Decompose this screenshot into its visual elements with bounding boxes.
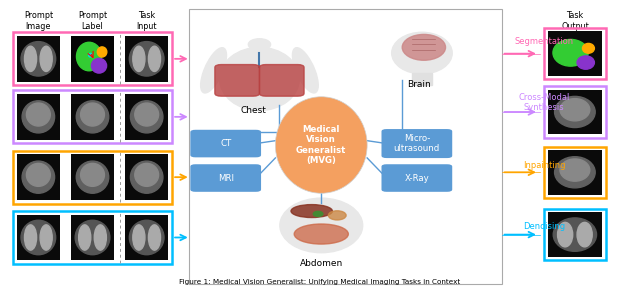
Ellipse shape <box>577 56 595 69</box>
Ellipse shape <box>24 46 36 71</box>
FancyBboxPatch shape <box>125 36 168 82</box>
Ellipse shape <box>553 39 588 66</box>
Ellipse shape <box>22 101 54 133</box>
FancyBboxPatch shape <box>17 36 60 82</box>
Text: Prompt
Label: Prompt Label <box>78 11 107 31</box>
FancyBboxPatch shape <box>71 36 114 82</box>
Ellipse shape <box>292 48 318 93</box>
Ellipse shape <box>291 205 332 218</box>
Ellipse shape <box>135 103 159 126</box>
Ellipse shape <box>88 53 92 57</box>
FancyBboxPatch shape <box>381 129 452 158</box>
Ellipse shape <box>26 163 51 186</box>
Ellipse shape <box>328 211 346 220</box>
Ellipse shape <box>314 211 323 217</box>
Ellipse shape <box>40 225 52 250</box>
Ellipse shape <box>40 46 52 71</box>
Ellipse shape <box>26 103 51 126</box>
Ellipse shape <box>94 225 106 250</box>
FancyBboxPatch shape <box>17 215 60 260</box>
Ellipse shape <box>76 161 109 193</box>
Ellipse shape <box>129 220 164 255</box>
FancyBboxPatch shape <box>71 36 114 82</box>
Ellipse shape <box>560 159 590 181</box>
FancyBboxPatch shape <box>215 65 259 96</box>
FancyBboxPatch shape <box>71 94 114 140</box>
Ellipse shape <box>402 35 445 60</box>
Text: Medical
Vision
Generalist
(MVG): Medical Vision Generalist (MVG) <box>296 125 346 165</box>
Text: Chest: Chest <box>240 106 266 115</box>
Ellipse shape <box>92 58 107 73</box>
Ellipse shape <box>133 46 145 71</box>
FancyBboxPatch shape <box>259 65 304 96</box>
FancyBboxPatch shape <box>125 94 168 140</box>
Text: Segmentation: Segmentation <box>515 37 574 46</box>
Ellipse shape <box>248 39 271 50</box>
Ellipse shape <box>280 198 363 253</box>
Ellipse shape <box>294 224 348 244</box>
Text: Task
Output: Task Output <box>561 11 589 31</box>
Text: CT: CT <box>220 139 231 148</box>
Text: Denoising: Denoising <box>524 222 565 231</box>
Ellipse shape <box>135 163 159 186</box>
Ellipse shape <box>76 42 102 71</box>
Text: Brain: Brain <box>407 80 431 89</box>
Ellipse shape <box>81 163 104 186</box>
Ellipse shape <box>21 41 56 76</box>
FancyBboxPatch shape <box>548 150 602 195</box>
Ellipse shape <box>201 48 227 93</box>
Ellipse shape <box>555 157 595 188</box>
Ellipse shape <box>560 99 590 121</box>
FancyBboxPatch shape <box>412 73 431 85</box>
Ellipse shape <box>21 220 56 255</box>
FancyBboxPatch shape <box>548 31 602 76</box>
FancyBboxPatch shape <box>71 215 114 260</box>
Ellipse shape <box>129 41 164 76</box>
FancyBboxPatch shape <box>190 130 261 157</box>
Ellipse shape <box>81 103 104 126</box>
Ellipse shape <box>553 218 596 251</box>
Ellipse shape <box>557 222 573 247</box>
Ellipse shape <box>220 47 300 110</box>
FancyBboxPatch shape <box>125 215 168 260</box>
FancyBboxPatch shape <box>17 154 60 200</box>
Text: X-Ray: X-Ray <box>404 173 429 182</box>
Text: Inpainting: Inpainting <box>523 161 566 170</box>
Text: Cross-Modal
Synthesis: Cross-Modal Synthesis <box>518 93 570 112</box>
Text: MRI: MRI <box>218 173 234 182</box>
Ellipse shape <box>75 220 110 255</box>
Ellipse shape <box>148 225 161 250</box>
FancyBboxPatch shape <box>548 212 602 257</box>
Ellipse shape <box>79 225 91 250</box>
Ellipse shape <box>148 46 161 71</box>
Ellipse shape <box>133 225 145 250</box>
Text: Prompt
Image: Prompt Image <box>24 11 53 31</box>
Ellipse shape <box>392 32 452 74</box>
Ellipse shape <box>24 225 36 250</box>
Ellipse shape <box>577 222 592 247</box>
FancyBboxPatch shape <box>17 94 60 140</box>
Text: Task
Input: Task Input <box>136 11 157 31</box>
Ellipse shape <box>97 47 107 57</box>
Ellipse shape <box>131 101 163 133</box>
Ellipse shape <box>22 161 54 193</box>
Ellipse shape <box>275 97 367 193</box>
Ellipse shape <box>555 96 595 128</box>
FancyBboxPatch shape <box>548 90 602 134</box>
Text: Abdomen: Abdomen <box>300 259 343 268</box>
Text: Micro-
ultrasound: Micro- ultrasound <box>394 134 440 153</box>
FancyBboxPatch shape <box>189 9 502 284</box>
Text: Figure 1: Medical Vision Generalist: Unifying Medical Imaging Tasks in Context: Figure 1: Medical Vision Generalist: Uni… <box>179 279 461 285</box>
FancyBboxPatch shape <box>381 164 452 192</box>
Ellipse shape <box>582 44 595 53</box>
FancyBboxPatch shape <box>125 154 168 200</box>
FancyBboxPatch shape <box>71 154 114 200</box>
Ellipse shape <box>131 161 163 193</box>
FancyBboxPatch shape <box>190 164 261 192</box>
Ellipse shape <box>76 101 109 133</box>
